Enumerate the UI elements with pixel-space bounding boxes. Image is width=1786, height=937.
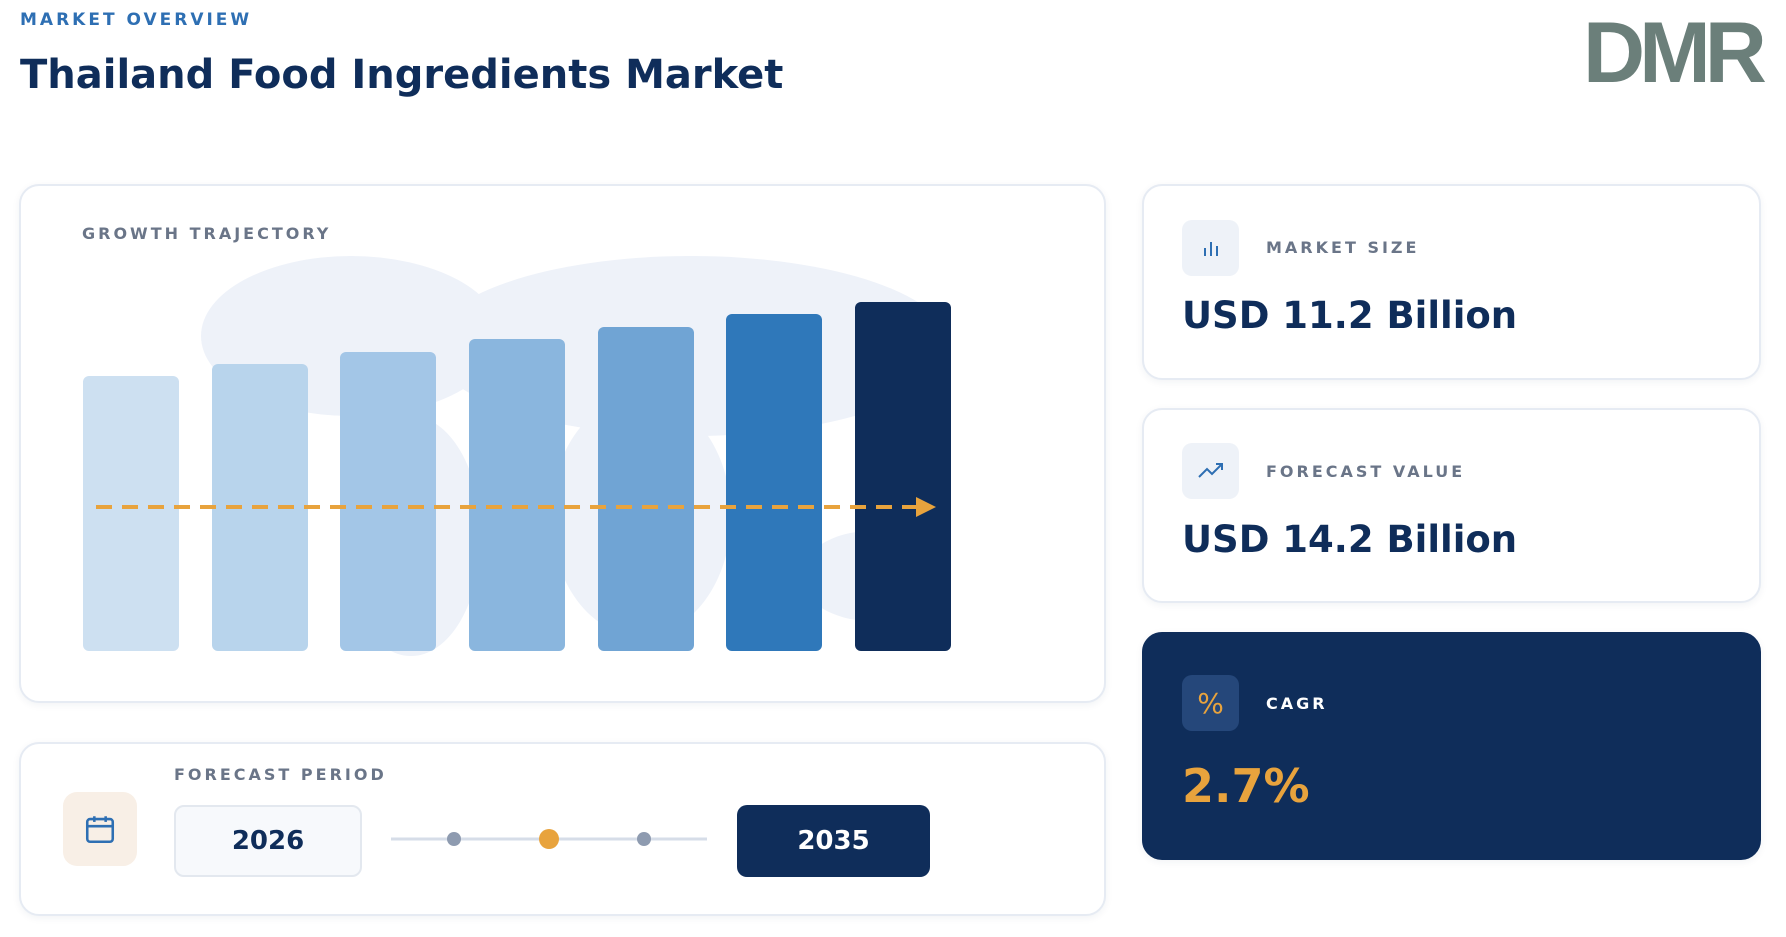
growth-label: GROWTH TRAJECTORY bbox=[82, 224, 332, 243]
bar bbox=[726, 314, 822, 651]
metric-label: FORECAST VALUE bbox=[1266, 462, 1466, 481]
end-year: 2035 bbox=[737, 805, 930, 877]
metric-label: CAGR bbox=[1266, 694, 1328, 713]
bar bbox=[855, 302, 951, 651]
logo: DMR bbox=[1583, 5, 1767, 101]
growth-card: GROWTH TRAJECTORY bbox=[19, 184, 1106, 703]
metric-card: FORECAST VALUE USD 14.2 Billion bbox=[1142, 408, 1761, 603]
bar bbox=[340, 352, 436, 651]
eyebrow: MARKET OVERVIEW bbox=[20, 10, 253, 30]
bar bbox=[469, 339, 565, 651]
timeline bbox=[391, 829, 707, 849]
bar bbox=[598, 327, 694, 651]
calendar-icon bbox=[63, 792, 137, 866]
start-year: 2026 bbox=[174, 805, 362, 877]
forecast-card: FORECAST PERIOD 2026 2035 bbox=[19, 742, 1106, 916]
metric-card: MARKET SIZE USD 11.2 Billion bbox=[1142, 184, 1761, 380]
metric-value: USD 11.2 Billion bbox=[1182, 294, 1518, 337]
cagr-card: % CAGR 2.7% bbox=[1142, 632, 1761, 860]
metric-value: 2.7% bbox=[1182, 759, 1310, 813]
metric-value: USD 14.2 Billion bbox=[1182, 518, 1518, 561]
chart-icon bbox=[1182, 220, 1239, 276]
period-label: FORECAST PERIOD bbox=[174, 765, 387, 784]
title: Thailand Food Ingredients Market bbox=[20, 52, 784, 98]
metric-label: MARKET SIZE bbox=[1266, 238, 1420, 257]
trend-icon bbox=[1182, 443, 1239, 499]
bars bbox=[83, 186, 983, 651]
trend-arrow bbox=[96, 497, 936, 517]
bar bbox=[83, 376, 179, 651]
percent-icon: % bbox=[1182, 675, 1239, 731]
